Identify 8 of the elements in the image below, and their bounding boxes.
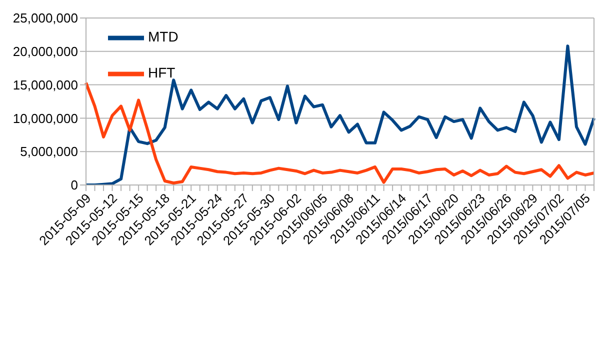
legend-label: MTD (148, 28, 178, 45)
y-tick-label: 15,000,000 (12, 77, 78, 92)
y-tick-label: 5,000,000 (20, 144, 78, 160)
y-tick-label: 25,000,000 (12, 10, 78, 26)
legend-label: HFT (148, 64, 176, 81)
y-tick-label: 10,000,000 (12, 110, 78, 126)
y-tick-label: 20,000,000 (12, 44, 78, 60)
y-tick-label: 0 (70, 178, 78, 193)
